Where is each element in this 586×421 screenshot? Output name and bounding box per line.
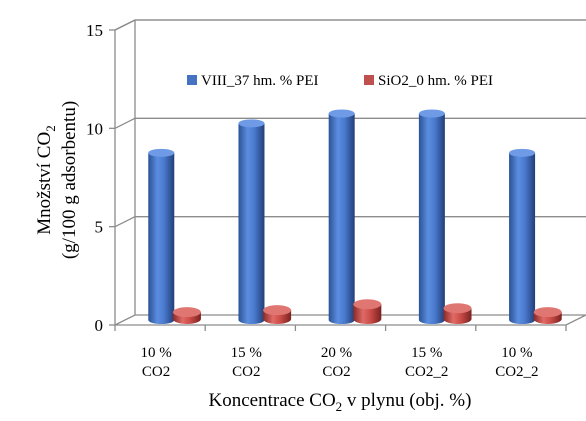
- gridline: [114, 19, 586, 31]
- x-tick-label: CO2: [142, 364, 170, 380]
- bar-series2-3: [443, 303, 472, 324]
- bar-series1-2: [328, 109, 355, 324]
- legend-item-1: VIII_37 hm. % PEI: [187, 73, 318, 89]
- bar-series1-1: [238, 119, 265, 324]
- legend-label: VIII_37 hm. % PEI: [201, 73, 318, 89]
- y-axis-title: Množství CO2 (g/100 g adsorbentu): [34, 101, 80, 259]
- plot-top-edge: [114, 19, 586, 31]
- legend-item-2: SiO2_0 hm. % PEI: [364, 73, 493, 89]
- x-tick-label: 15 %: [411, 345, 442, 361]
- x-tick-label: CO2: [232, 364, 260, 380]
- x-axis-categories: 10 % CO2 15 % CO2 20 % CO2 15 % CO2_2 10 % CO2_2: [114, 325, 567, 380]
- x-tick-label: 10 %: [501, 345, 532, 361]
- bar-series2-2: [353, 299, 382, 324]
- svg-text:(g/100 g adsorbentu): (g/100 g adsorbentu): [59, 101, 80, 259]
- x-tick-label: CO2: [322, 364, 350, 380]
- legend-swatch: [187, 75, 197, 85]
- svg-text:Množství CO2: Množství CO2: [34, 125, 58, 234]
- y-tick-label: 10: [86, 119, 103, 138]
- bars: [148, 109, 562, 324]
- y-tick-label: 5: [95, 218, 104, 237]
- bar-series2-4: [533, 307, 562, 324]
- x-tick-label: 15 %: [231, 345, 262, 361]
- x-tick-label: 20 %: [321, 345, 352, 361]
- bar-series1-3: [418, 109, 445, 324]
- legend-label: SiO2_0 hm. % PEI: [378, 73, 493, 89]
- bar-series2-1: [263, 305, 292, 324]
- legend: VIII_37 hm. % PEI SiO2_0 hm. % PEI: [187, 73, 493, 89]
- x-axis-title: Koncentrace CO2 v plynu (obj. %): [209, 390, 472, 414]
- y-tick-label: 0: [95, 316, 104, 335]
- x-tick-label: 10 %: [140, 345, 171, 361]
- bar-series1-0: [148, 148, 175, 324]
- x-tick-label: CO2_2: [495, 364, 538, 380]
- legend-swatch: [364, 75, 374, 85]
- y-axis-ticks: 0 5 10 15: [86, 21, 115, 335]
- bar-series1-4: [509, 148, 536, 324]
- y-tick-label: 15: [86, 21, 103, 40]
- x-tick-label: CO2_2: [405, 364, 448, 380]
- bar-series2-0: [172, 307, 201, 324]
